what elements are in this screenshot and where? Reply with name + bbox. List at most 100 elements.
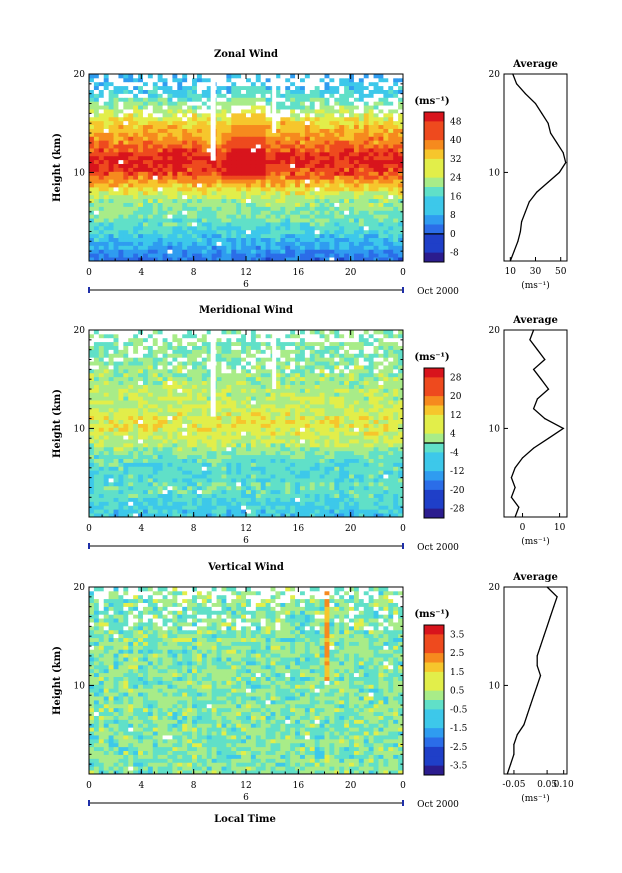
heatmap-cell [103,183,110,188]
heatmap-cell [192,442,198,448]
heatmap-cell [103,85,110,90]
heatmap-cell [211,446,217,452]
heatmap-cell [265,431,271,436]
heatmap-cell [265,85,271,90]
heatmap-cell [393,427,399,432]
heatmap-cell [128,194,134,200]
heatmap-cell [304,419,311,424]
heatmap-cell [147,497,154,502]
heatmap-cell [295,439,301,444]
heatmap-cell [211,206,217,211]
heatmap-cell [324,140,330,145]
heatmap-cell [319,81,325,87]
heatmap-cell [172,198,178,203]
heatmap-cell [147,419,154,424]
heatmap-cell [363,214,370,219]
heatmap-cell [226,439,232,444]
heatmap-cell [138,93,144,98]
heatmap-cell [206,163,213,168]
heatmap-cell [383,124,389,129]
heatmap-cell [290,509,296,514]
heatmap-cell [353,233,360,239]
heatmap-cell [93,101,100,106]
heatmap-cell [280,109,286,114]
heatmap-cell [89,148,95,153]
heatmap-cell [157,214,163,219]
heatmap-cell [152,218,159,223]
profile-point [524,93,527,95]
heatmap-cell [393,509,399,514]
heatmap-cell [201,458,208,463]
heatmap-cell [363,109,370,114]
heatmap-cell [231,442,237,448]
heatmap-cell [172,179,178,184]
heatmap-cell [172,186,178,192]
heatmap-cell [216,136,222,141]
heatmap-cell [89,493,95,498]
heatmap-cell [211,493,217,498]
heatmap-cell [246,458,252,463]
heatmap-cell [349,257,355,262]
heatmap-cell [118,179,124,184]
heatmap-cell [221,112,227,118]
heatmap-cell [285,222,291,227]
heatmap-cell [157,466,163,471]
heatmap-cell [250,105,257,110]
heatmap-cell [353,423,360,428]
heatmap-cell [152,163,159,168]
heatmap-cell [142,513,149,518]
heatmap-cell [241,109,247,114]
heatmap-cell [260,462,267,467]
heatmap-cell [319,112,325,118]
heatmap-cell [147,411,154,417]
heatmap-cell [334,431,340,436]
heatmap-cell [358,513,365,518]
heatmap-cell [398,233,404,239]
heatmap-cell [339,175,345,180]
heatmap-cell [123,493,129,498]
heatmap-cell [187,155,193,161]
heatmap-cell [231,446,237,452]
heatmap-cell [113,81,119,87]
heatmap-cell [353,190,360,196]
heatmap-cell [299,249,306,254]
heatmap-cell [142,470,149,475]
heatmap-cell [216,97,222,102]
heatmap-cell [275,509,281,514]
heatmap-cell [177,214,183,219]
heatmap-cell [250,116,257,122]
heatmap-cell [221,202,227,207]
heatmap-cell [162,253,168,258]
heatmap-cell [133,93,139,98]
heatmap-cell [290,241,296,246]
heatmap-cell [344,93,350,98]
heatmap-cell [304,233,311,239]
heatmap-cell [196,493,203,498]
heatmap-cell [329,233,335,239]
heatmap-cell [142,439,149,444]
heatmap-cell [177,128,183,133]
heatmap-cell [123,439,129,444]
heatmap-cell [314,439,320,444]
heatmap-cell [383,513,389,518]
heatmap-cell [368,462,374,467]
heatmap-cell [290,210,296,215]
heatmap-cell [260,450,267,456]
heatmap-cell [123,175,129,180]
heatmap-cell [250,163,257,168]
heatmap-cell [162,439,168,444]
heatmap-cell [309,163,316,168]
heatmap-cell [177,419,183,424]
heatmap-cell [349,415,355,421]
heatmap-cell [167,415,173,421]
heatmap-cell [142,423,149,428]
heatmap-cell [260,497,267,502]
heatmap-cell [138,470,144,475]
heatmap-cell [309,190,316,196]
heatmap-cell [128,159,134,165]
heatmap-cell [314,442,320,448]
heatmap-cell [201,407,208,413]
heatmap-cell [324,462,330,467]
heatmap-cell [216,245,222,250]
heatmap-cell [344,151,350,157]
